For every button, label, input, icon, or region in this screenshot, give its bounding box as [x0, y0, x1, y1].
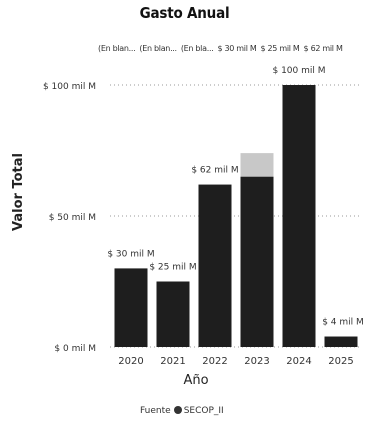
x-tick-label: 2024 — [286, 356, 311, 367]
x-tick-label: 2023 — [244, 356, 269, 367]
legend-entry: (En blan... — [98, 44, 136, 53]
legend: (En blan... (En blan... (En bla... $ 30 mil… — [98, 44, 347, 53]
bar-overlay — [240, 153, 274, 177]
source-icon — [173, 406, 182, 414]
data-label: $ 100 mil M — [272, 66, 325, 76]
x-tick-label: 2020 — [118, 356, 143, 367]
gridlines — [110, 84, 362, 348]
x-axis-ticks: 2020 2021 2022 2023 2024 2025 — [118, 356, 353, 367]
bar-2020 — [114, 268, 148, 347]
bar-2025 — [324, 336, 358, 347]
y-axis-ticks: $ 0 mil M $ 50 mil M $ 100 mil M — [43, 82, 96, 354]
y-tick-label: $ 50 mil M — [49, 213, 96, 223]
y-tick-label: $ 0 mil M — [54, 344, 96, 354]
x-tick-label: 2022 — [202, 356, 227, 367]
legend-entry: $ 62 mil M — [303, 44, 343, 53]
chart-title: Gasto Anual — [139, 4, 230, 22]
data-label: $ 4 mil M — [322, 318, 364, 328]
x-tick-label: 2025 — [328, 356, 353, 367]
legend-entry: $ 25 mil M — [260, 44, 300, 53]
x-tick-label: 2021 — [160, 356, 185, 367]
data-label: $ 30 mil M — [107, 249, 154, 259]
x-axis-title: Año — [183, 373, 208, 388]
legend-entry: $ 30 mil M — [217, 44, 257, 53]
y-tick-label: $ 100 mil M — [43, 82, 96, 92]
bar-2024 — [282, 85, 316, 347]
bars — [114, 85, 358, 347]
legend-entry: (En bla... — [180, 44, 214, 53]
data-labels: $ 30 mil M $ 25 mil M $ 62 mil M $ 100 mil … — [107, 66, 363, 328]
y-axis-title: Valor Total — [11, 153, 26, 231]
legend-entry: (En blan... — [139, 44, 177, 53]
source-label: Fuente — [140, 406, 171, 416]
data-label: $ 62 mil M — [191, 166, 238, 176]
bar-2022 — [198, 184, 232, 347]
bar-2023 — [240, 176, 274, 347]
source-name: SECOP_II — [183, 406, 224, 416]
bar-2021 — [156, 281, 190, 347]
source-note: Fuente SECOP_II — [140, 406, 224, 416]
data-label: $ 25 mil M — [149, 263, 196, 273]
